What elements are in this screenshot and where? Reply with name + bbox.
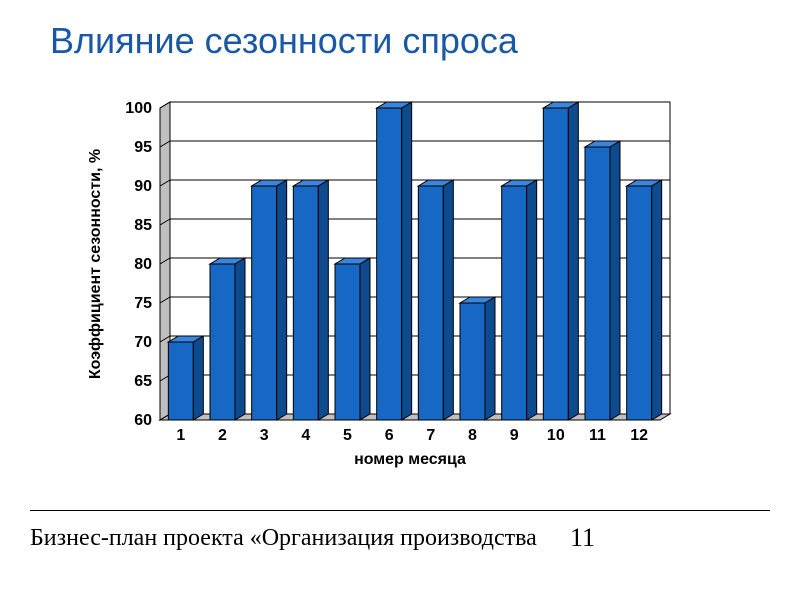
- divider: [30, 510, 770, 511]
- svg-text:80: 80: [134, 256, 152, 273]
- svg-text:10: 10: [547, 427, 565, 444]
- svg-text:1: 1: [176, 427, 185, 444]
- svg-text:9: 9: [510, 427, 519, 444]
- svg-text:100: 100: [125, 100, 152, 117]
- svg-text:номер месяца: номер месяца: [354, 451, 466, 468]
- page-number: 11: [570, 523, 595, 553]
- slide: Влияние сезонности спроса 60657075808590…: [0, 0, 800, 600]
- svg-text:5: 5: [343, 427, 352, 444]
- page-title: Влияние сезонности спроса: [50, 20, 518, 62]
- svg-text:11: 11: [589, 427, 606, 444]
- svg-text:7: 7: [426, 427, 435, 444]
- svg-text:2: 2: [218, 427, 227, 444]
- svg-text:3: 3: [260, 427, 269, 444]
- svg-text:12: 12: [630, 427, 648, 444]
- svg-text:65: 65: [134, 373, 152, 390]
- bar-chart: 6065707580859095100123456789101112номер …: [60, 80, 700, 480]
- svg-text:95: 95: [134, 139, 152, 156]
- svg-text:8: 8: [468, 427, 477, 444]
- svg-text:85: 85: [134, 217, 152, 234]
- footer-text: Бизнес-план проекта «Организация произво…: [30, 525, 537, 552]
- svg-text:70: 70: [134, 334, 152, 351]
- svg-text:75: 75: [134, 295, 152, 312]
- svg-text:90: 90: [134, 178, 152, 195]
- svg-text:Коэффициент сезонности, %: Коэффициент сезонности, %: [87, 149, 104, 379]
- svg-text:4: 4: [301, 427, 310, 444]
- svg-text:60: 60: [134, 412, 152, 429]
- svg-text:6: 6: [385, 427, 394, 444]
